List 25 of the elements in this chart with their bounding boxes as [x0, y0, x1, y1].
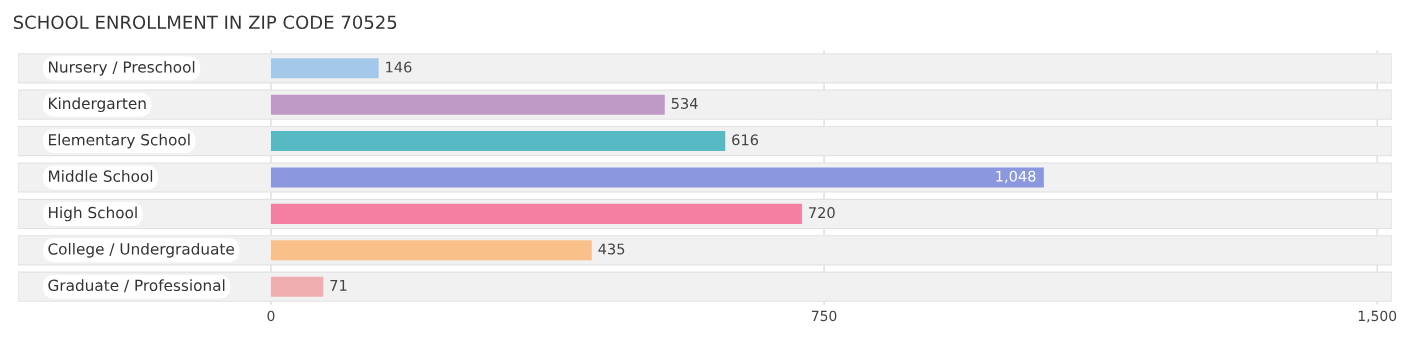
bar	[270, 167, 1044, 188]
bar	[270, 276, 324, 297]
y-tick-label: High School	[49, 206, 137, 222]
data-label: 71	[330, 280, 347, 291]
bar	[270, 203, 802, 224]
x-tick-label: 1,500	[1358, 310, 1397, 323]
y-tick-label: Nursery / Preschool	[49, 60, 195, 76]
data-label: 534	[671, 97, 698, 109]
data-label: 146	[386, 61, 412, 73]
bar	[270, 58, 379, 79]
bar	[270, 240, 592, 261]
data-label: 720	[809, 207, 835, 219]
data-label: 616	[732, 134, 759, 146]
x-tick-label: 750	[811, 310, 837, 322]
bar	[270, 131, 726, 152]
y-tick-label: College / Undergraduate	[48, 242, 234, 258]
bar	[270, 94, 665, 115]
data-label: 435	[598, 243, 625, 255]
y-tick-label: Middle School	[49, 170, 153, 182]
chart-title: SCHOOL ENROLLMENT IN ZIP CODE 70525	[13, 15, 397, 30]
y-tick-label: Graduate / Professional	[48, 279, 225, 293]
data-label: 1,048	[996, 170, 1036, 184]
x-tick-label: 0	[267, 310, 275, 322]
y-tick-label: Elementary School	[49, 133, 190, 149]
y-tick-label: Kindergarten	[49, 97, 146, 113]
